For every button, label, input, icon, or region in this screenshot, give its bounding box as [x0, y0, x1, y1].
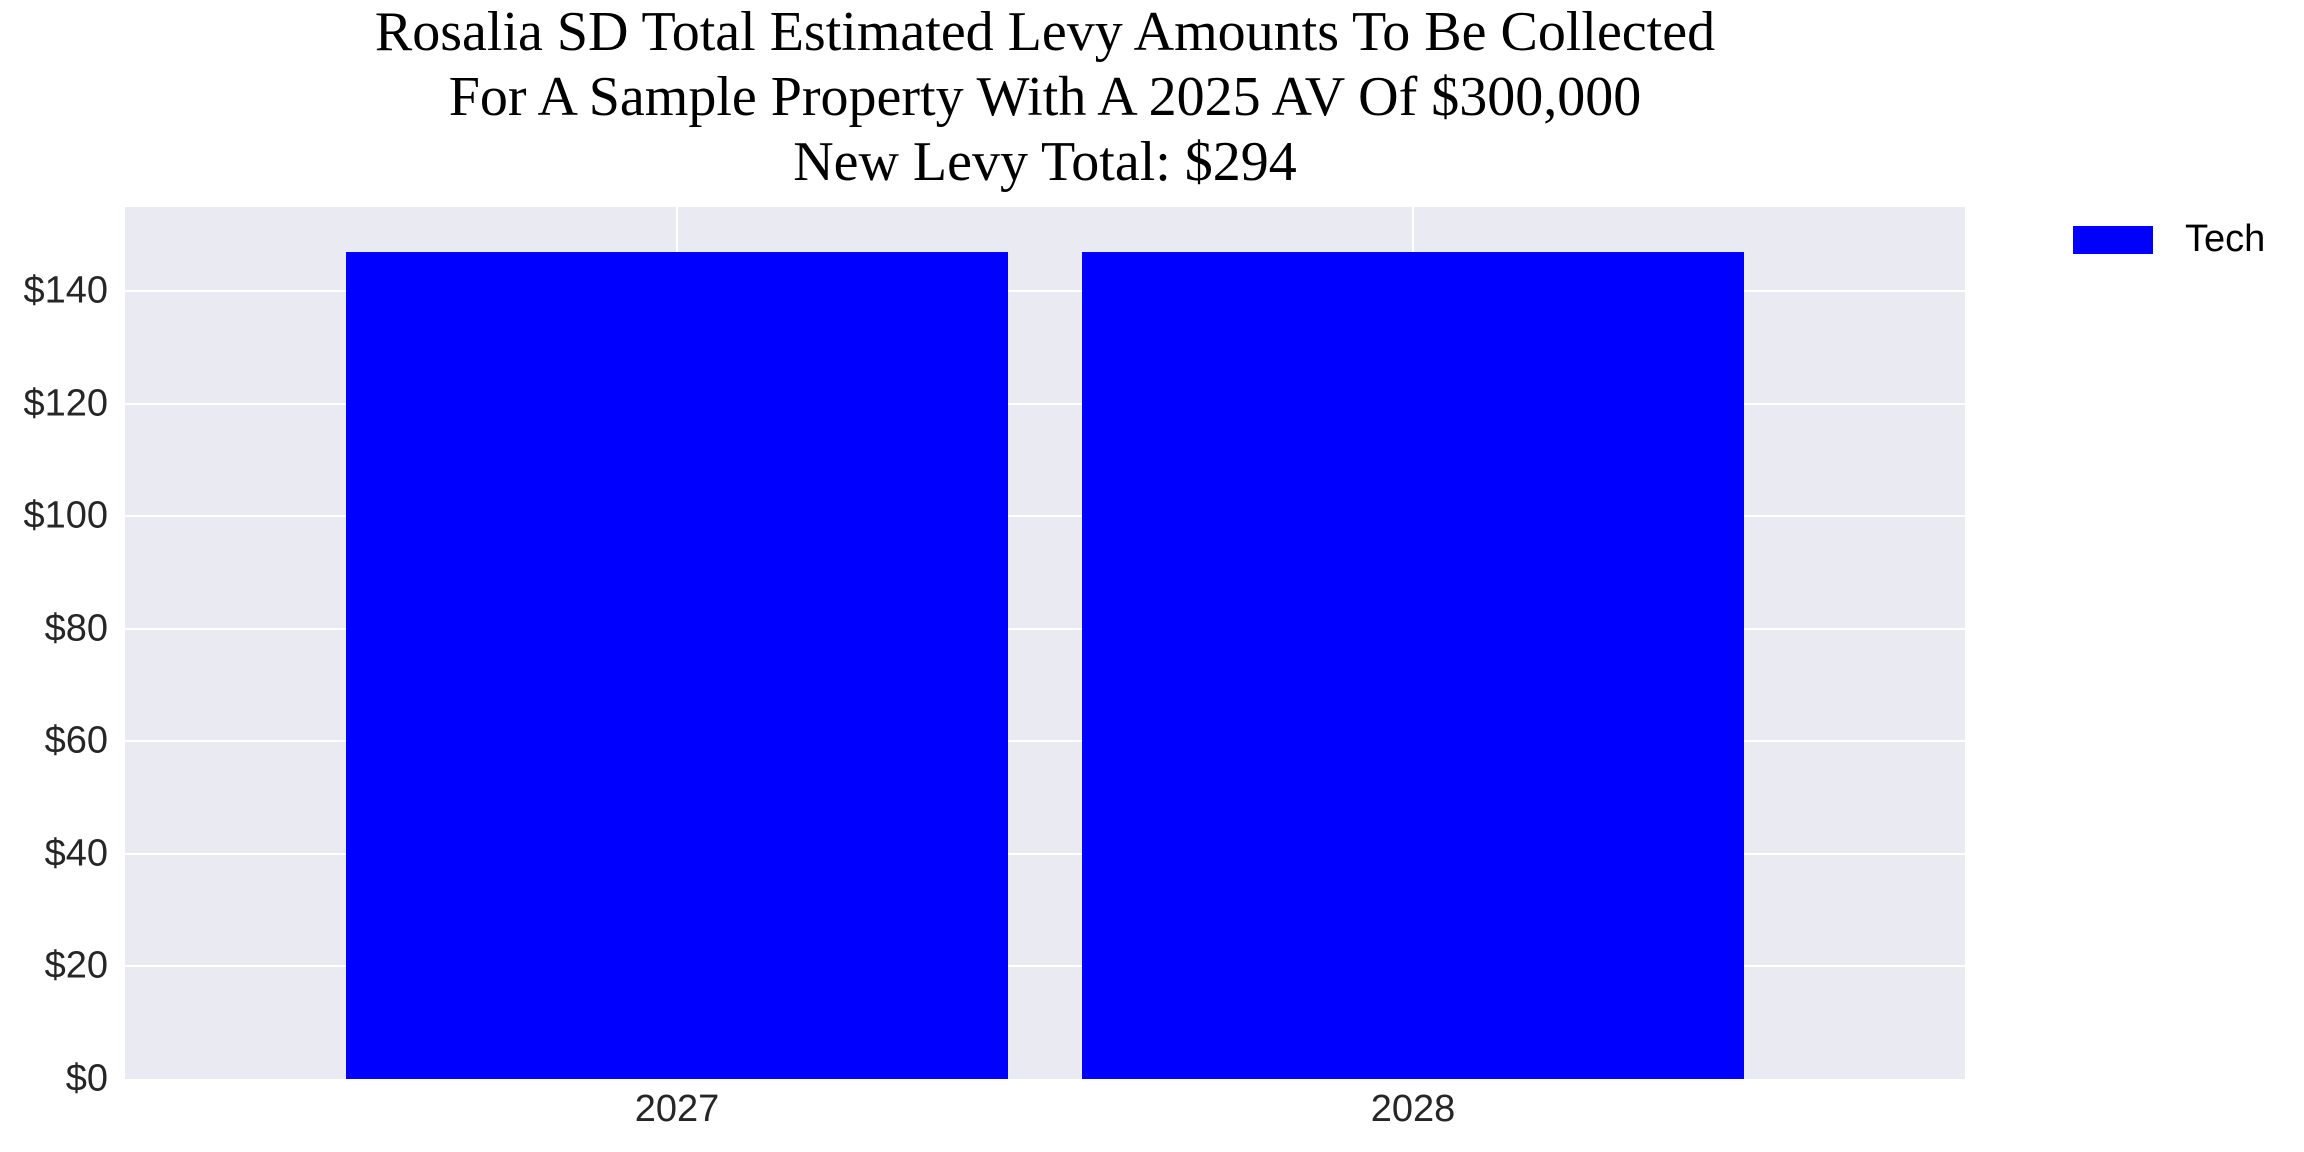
legend-swatch-tech: [2073, 225, 2153, 254]
gridline-horizontal: [125, 852, 1965, 855]
y-tick-label: $120: [23, 382, 108, 425]
chart-title-line-1: Rosalia SD Total Estimated Levy Amounts …: [374, 1, 1716, 63]
gridline-horizontal: [125, 965, 1965, 968]
y-tick-label: $60: [44, 719, 108, 762]
y-tick-label: $20: [44, 944, 108, 987]
gridline-horizontal: [125, 740, 1965, 743]
y-tick-label: $140: [23, 269, 108, 312]
y-tick-label: $80: [44, 607, 108, 650]
plot-area: [125, 207, 1965, 1079]
legend-label-tech: Tech: [2185, 218, 2266, 260]
y-tick-label: $100: [23, 494, 108, 537]
gridline-horizontal: [125, 402, 1965, 405]
chart-title-line-3: New Levy Total: $294: [793, 131, 1297, 193]
y-tick-label: $40: [44, 832, 108, 875]
chart-title: Rosalia SD Total Estimated Levy Amounts …: [125, 0, 1965, 195]
gridline-horizontal: [125, 515, 1965, 518]
bar-tech-2027: [345, 252, 1009, 1079]
legend: Tech: [2073, 218, 2265, 261]
chart-title-line-2: For A Sample Property With A 2025 AV Of …: [448, 66, 1642, 128]
x-tick-label: 2027: [634, 1088, 720, 1130]
gridline-horizontal: [125, 290, 1965, 293]
bar-tech-2028: [1081, 252, 1745, 1079]
gridline-horizontal: [125, 627, 1965, 630]
x-tick-label: 2028: [1370, 1088, 1456, 1130]
y-tick-label: $0: [65, 1057, 108, 1100]
